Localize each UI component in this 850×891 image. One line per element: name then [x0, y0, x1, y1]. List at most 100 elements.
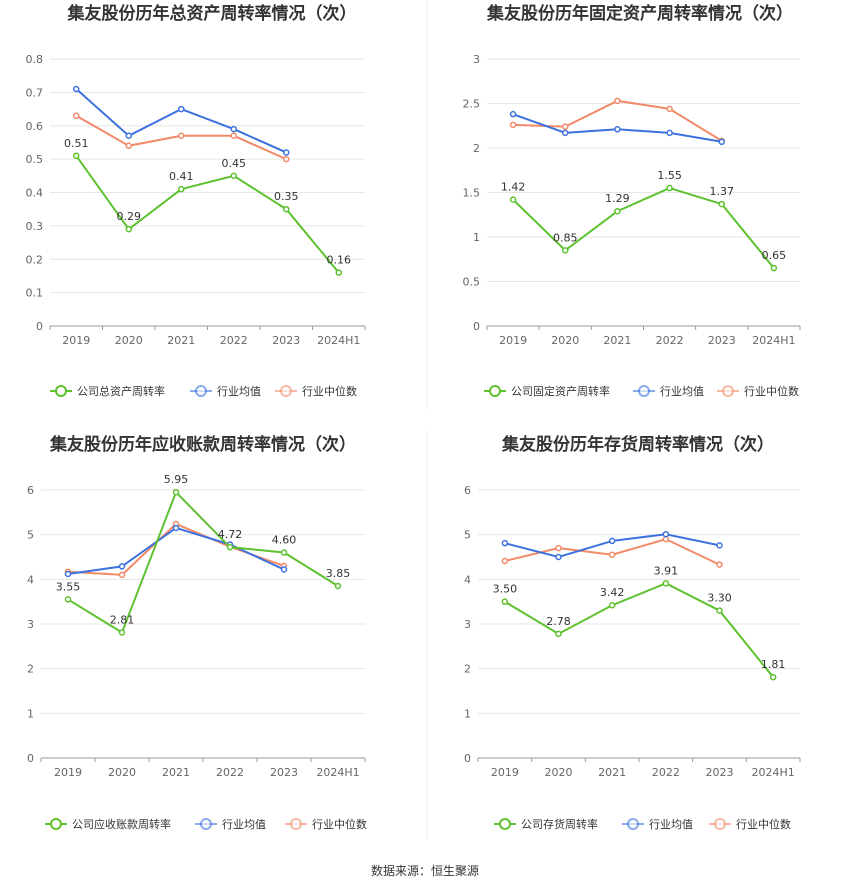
y-tick-label: 0 [464, 752, 471, 765]
y-tick-label: 0.1 [26, 287, 44, 300]
x-tick-label: 2019 [54, 766, 82, 779]
legend-label: 行业中位数 [312, 817, 367, 831]
y-tick-label: 2.5 [463, 98, 481, 111]
legend-marker [290, 818, 302, 830]
data-point-median [562, 123, 569, 130]
x-tick-label: 2020 [551, 334, 579, 347]
data-label: 3.85 [326, 567, 351, 580]
data-point-company [562, 247, 569, 254]
x-tick-label: 2019 [491, 766, 519, 779]
data-point-avg [666, 129, 673, 137]
chart-title: 集友股份历年存货周转率情况（次） [501, 434, 774, 455]
x-tick-label: 2024H1 [752, 766, 795, 779]
y-tick-label: 0.2 [26, 253, 44, 266]
chart-2: 集友股份历年固定资产周转率情况（次） 0 0.5 1 1.5 2 2.5 3 2019 2020 2… [463, 3, 801, 398]
data-label: 0.85 [553, 231, 578, 244]
y-tick-label: 1 [464, 707, 471, 720]
y-tick-label: 6 [464, 484, 471, 497]
legend-marker [200, 818, 212, 830]
data-label: 0.16 [327, 254, 352, 267]
data-label: 0.35 [274, 190, 299, 203]
data-point-company [555, 630, 562, 638]
legend-marker [280, 385, 292, 397]
data-point-avg [172, 524, 180, 532]
legend-marker [638, 385, 650, 397]
data-point-median [666, 105, 673, 113]
data-label: 3.50 [493, 583, 518, 596]
y-tick-label: 4 [464, 573, 471, 586]
data-point-company [226, 543, 234, 551]
data-label: 0.45 [222, 157, 247, 170]
series-line-company [75, 155, 340, 274]
data-point-median [230, 132, 237, 140]
data-point-avg [614, 126, 621, 133]
legend-item-company: 公司应收账款周转率 [45, 817, 171, 831]
x-tick-label: 2024H1 [317, 334, 360, 347]
data-point-company [172, 488, 180, 496]
data-point-avg [118, 563, 126, 570]
data-point-company [769, 673, 777, 681]
data-point-median [509, 121, 517, 129]
legend-label: 公司总资产周转率 [77, 384, 165, 398]
x-tick-label: 2022 [652, 766, 680, 779]
y-tick-label: 0.6 [26, 120, 44, 133]
y-tick-label: 0.8 [26, 53, 44, 66]
data-point-company [716, 607, 723, 614]
legend-item-company: 公司固定资产周转率 [484, 384, 610, 398]
y-tick-label: 3 [473, 53, 480, 66]
data-label: 4.60 [272, 534, 297, 547]
data-label: 1.29 [605, 192, 630, 205]
y-tick-label: 3 [464, 618, 471, 631]
legend-item-avg: 行业均值 [633, 385, 704, 398]
legend-marker [722, 385, 734, 397]
data-label: 3.42 [600, 586, 625, 599]
data-label: 2.78 [546, 615, 571, 628]
data-label: 5.95 [164, 473, 189, 486]
data-point-avg [283, 149, 290, 156]
x-tick-label: 2019 [62, 334, 90, 347]
x-tick-label: 2021 [598, 766, 626, 779]
legend-item-avg: 行业均值 [190, 385, 261, 398]
y-tick-label: 1.5 [463, 187, 481, 200]
series-line-company [67, 490, 339, 634]
y-tick-label: 0.7 [26, 86, 44, 99]
legend-label: 行业中位数 [736, 817, 791, 831]
chart-1: 集友股份历年总资产周转率情况（次） 0 0.1 0.2 0.3 0.4 0.5 0.6 0.7 0… [26, 3, 366, 398]
data-point-median [555, 544, 562, 552]
legend-item-median: 行业中位数 [717, 384, 799, 398]
data-label: 1.81 [761, 658, 786, 671]
data-point-avg [562, 129, 569, 137]
data-point-median [178, 132, 185, 140]
legend-marker [50, 818, 62, 830]
chart-title: 集友股份历年固定资产周转率情况（次） [486, 3, 793, 24]
data-point-avg [501, 539, 509, 547]
y-tick-label: 5 [27, 529, 34, 542]
data-label: 0.51 [64, 137, 89, 150]
y-tick-label: 4 [27, 573, 34, 586]
x-tick-label: 2023 [708, 334, 736, 347]
legend-item-company: 公司存货周转率 [494, 817, 598, 831]
data-point-company [64, 596, 72, 603]
data-label: 0.29 [117, 210, 142, 223]
data-label: 3.30 [707, 592, 732, 605]
legend-marker [499, 818, 511, 830]
x-tick-label: 2022 [656, 334, 684, 347]
y-tick-label: 2 [473, 142, 480, 155]
data-label: 0.65 [762, 249, 787, 262]
chart-title: 集友股份历年总资产周转率情况（次） [67, 3, 357, 24]
data-label: 1.42 [501, 181, 526, 194]
legend-marker [627, 818, 639, 830]
x-tick-label: 2021 [167, 334, 195, 347]
legend-item-median: 行业中位数 [275, 384, 357, 398]
data-point-company [770, 264, 778, 272]
data-point-company [718, 200, 725, 208]
data-point-avg [230, 125, 237, 133]
data-point-company [118, 629, 126, 636]
legend-label: 公司固定资产周转率 [511, 384, 610, 398]
data-point-avg [178, 105, 185, 113]
x-tick-label: 2024H1 [752, 334, 795, 347]
data-source-note: 数据来源：恒生聚源 [370, 864, 479, 878]
y-tick-label: 0.4 [26, 187, 44, 200]
data-point-median [118, 571, 126, 579]
data-point-median [608, 551, 616, 559]
